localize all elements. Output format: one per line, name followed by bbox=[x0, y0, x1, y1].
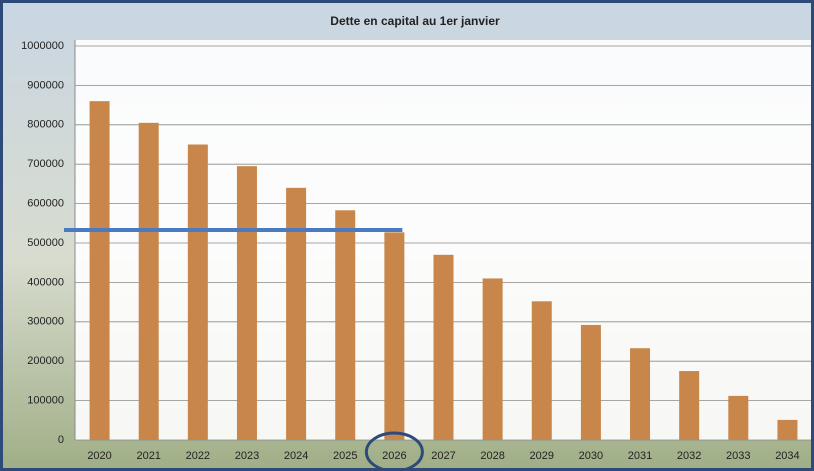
bar bbox=[90, 101, 110, 440]
x-tick-label: 2020 bbox=[87, 450, 111, 462]
y-tick-label: 200000 bbox=[27, 355, 64, 367]
bar bbox=[679, 371, 699, 440]
bar bbox=[139, 123, 159, 440]
x-tick-label: 2025 bbox=[333, 450, 357, 462]
bar bbox=[777, 420, 797, 440]
y-tick-label: 600000 bbox=[27, 198, 64, 210]
x-tick-label: 2032 bbox=[677, 450, 701, 462]
y-tick-label: 0 bbox=[58, 434, 64, 446]
y-tick-label: 300000 bbox=[27, 316, 64, 328]
y-tick-label: 900000 bbox=[27, 79, 64, 91]
y-tick-label: 700000 bbox=[27, 158, 64, 170]
x-tick-label: 2024 bbox=[284, 450, 308, 462]
bar bbox=[237, 166, 257, 440]
bar bbox=[286, 188, 306, 440]
x-tick-label: 2034 bbox=[775, 450, 799, 462]
x-tick-label: 2021 bbox=[136, 450, 160, 462]
x-tick-label: 2029 bbox=[530, 450, 554, 462]
chart-title: Dette en capital au 1er janvier bbox=[330, 14, 500, 28]
bar bbox=[532, 301, 552, 440]
x-tick-label: 2022 bbox=[186, 450, 210, 462]
bar bbox=[483, 278, 503, 440]
bar bbox=[630, 348, 650, 440]
bar bbox=[188, 145, 208, 441]
x-tick-label: 2033 bbox=[726, 450, 750, 462]
x-tick-label: 2028 bbox=[480, 450, 504, 462]
x-tick-label: 2030 bbox=[579, 450, 603, 462]
bar bbox=[384, 232, 404, 440]
bar bbox=[581, 325, 601, 440]
y-tick-label: 800000 bbox=[27, 119, 64, 131]
y-tick-label: 100000 bbox=[27, 395, 64, 407]
x-tick-label: 2031 bbox=[628, 450, 652, 462]
y-tick-label: 400000 bbox=[27, 276, 64, 288]
chart: Dette en capital au 1er janvier 0 100000 2… bbox=[0, 0, 814, 471]
y-tick-label: 1000000 bbox=[21, 40, 64, 52]
bar bbox=[728, 396, 748, 440]
x-tick-label: 2026 bbox=[382, 450, 406, 462]
x-tick-label: 2027 bbox=[431, 450, 455, 462]
bar bbox=[434, 255, 454, 440]
x-tick-label: 2023 bbox=[235, 450, 259, 462]
y-tick-label: 500000 bbox=[27, 237, 64, 249]
bar bbox=[335, 210, 355, 440]
